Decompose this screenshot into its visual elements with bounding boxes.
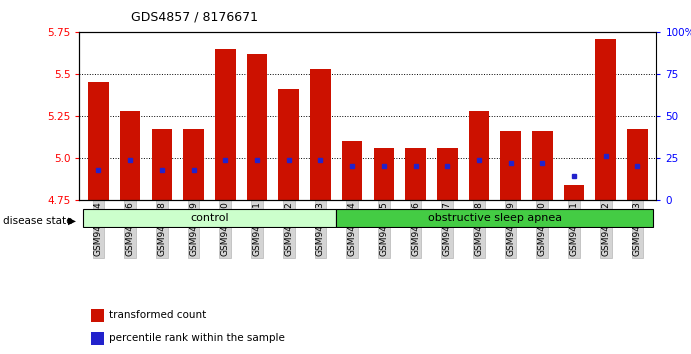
Bar: [247, 54, 267, 200]
Bar: [468, 111, 489, 200]
Text: control: control: [190, 213, 229, 223]
Bar: [405, 148, 426, 200]
Bar: [532, 131, 553, 200]
Bar: [151, 130, 172, 200]
Bar: [500, 131, 521, 200]
Bar: [120, 111, 140, 200]
Bar: [342, 141, 362, 200]
Bar: [310, 69, 331, 200]
Bar: [564, 185, 585, 200]
Text: ▶: ▶: [68, 216, 76, 226]
Bar: [437, 148, 457, 200]
Bar: [183, 130, 204, 200]
Bar: [374, 148, 394, 200]
Text: percentile rank within the sample: percentile rank within the sample: [109, 333, 285, 343]
Text: GDS4857 / 8176671: GDS4857 / 8176671: [131, 11, 258, 24]
Bar: [215, 48, 236, 200]
Text: obstructive sleep apnea: obstructive sleep apnea: [428, 213, 562, 223]
Bar: [596, 39, 616, 200]
Bar: [91, 332, 104, 345]
Text: transformed count: transformed count: [109, 310, 207, 320]
Bar: [627, 130, 647, 200]
Bar: [278, 89, 299, 200]
Bar: [88, 82, 108, 200]
Text: disease state: disease state: [3, 216, 73, 226]
FancyBboxPatch shape: [337, 209, 653, 227]
Bar: [91, 309, 104, 322]
FancyBboxPatch shape: [83, 209, 337, 227]
